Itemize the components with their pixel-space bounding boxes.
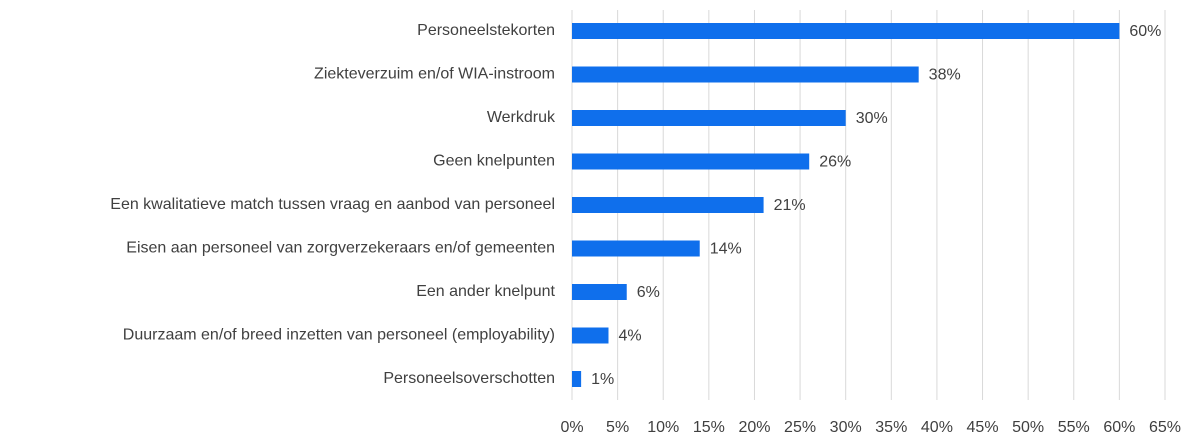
bar (572, 23, 1120, 39)
bar (572, 153, 810, 170)
y-tick-label: Personeelsoverschotten (383, 370, 555, 387)
x-tick-label: 5% (606, 419, 629, 436)
bar (572, 371, 582, 387)
y-tick-label: Werkdruk (487, 109, 556, 126)
y-tick-label: Een kwalitatieve match tussen vraag en a… (110, 196, 555, 213)
data-label: 30% (856, 110, 888, 127)
x-tick-label: 10% (647, 419, 679, 436)
data-label: 21% (774, 197, 806, 214)
data-label: 1% (591, 371, 614, 388)
x-tick-label: 50% (1012, 419, 1044, 436)
x-tick-label: 65% (1149, 419, 1181, 436)
bar (572, 240, 700, 257)
bar (572, 327, 609, 344)
x-tick-label: 0% (560, 419, 583, 436)
y-tick-label: Duurzaam en/of breed inzetten van person… (123, 327, 555, 344)
data-label: 26% (819, 154, 851, 171)
x-tick-label: 20% (738, 419, 770, 436)
x-tick-label: 60% (1103, 419, 1135, 436)
bar (572, 284, 627, 300)
bar (572, 110, 846, 126)
x-tick-label: 30% (830, 419, 862, 436)
y-tick-label: Een ander knelpunt (416, 283, 555, 300)
x-tick-label: 25% (784, 419, 816, 436)
x-tick-label: 45% (967, 419, 999, 436)
x-tick-label: 35% (875, 419, 907, 436)
data-label: 38% (929, 67, 961, 84)
x-tick-label: 40% (921, 419, 953, 436)
y-tick-label: Ziekteverzuim en/of WIA-instroom (314, 66, 555, 83)
y-tick-label: Geen knelpunten (433, 153, 555, 170)
data-label: 60% (1129, 23, 1161, 40)
bar (572, 66, 919, 83)
y-tick-label: Eisen aan personeel van zorgverzekeraars… (126, 240, 555, 257)
data-label: 6% (637, 284, 660, 301)
bar (572, 197, 764, 213)
data-label: 4% (618, 328, 641, 345)
data-label: 14% (710, 241, 742, 258)
y-tick-label: Personeelstekorten (417, 22, 555, 39)
x-tick-label: 15% (693, 419, 725, 436)
x-tick-label: 55% (1058, 419, 1090, 436)
